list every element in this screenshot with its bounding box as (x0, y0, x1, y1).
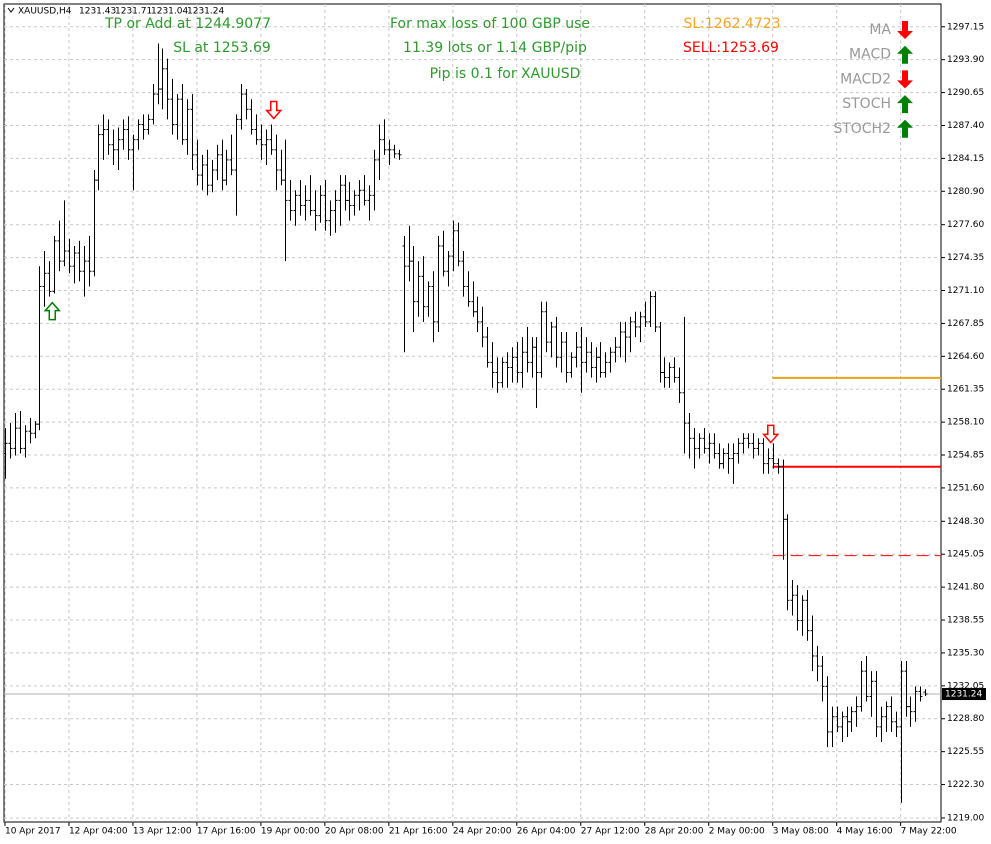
annotation: SL at 1253.69 (173, 40, 271, 56)
y-tick-label: 1235.30 (947, 648, 984, 658)
y-tick-label: 1277.60 (947, 220, 984, 230)
header-price: 1231.04 (151, 7, 188, 17)
x-tick-label: 19 Apr 00:00 (261, 827, 320, 837)
annotation: SELL:1253.69 (683, 40, 779, 56)
signal-label: MA (869, 22, 891, 38)
y-tick-label: 1261.35 (947, 385, 984, 395)
y-tick-label: 1225.55 (947, 747, 984, 757)
symbol: XAUUSD,H4 (18, 7, 72, 17)
up-arrow (43, 301, 61, 321)
annotation: TP or Add at 1244.9077 (104, 16, 271, 32)
y-tick-label: 1287.40 (947, 121, 984, 131)
x-tick-label: 27 Apr 12:00 (581, 827, 640, 837)
x-tick-label: 3 May 08:00 (773, 827, 829, 837)
annotation: 11.39 lots or 1.14 GBP/pip (403, 40, 587, 56)
x-tick-label: 12 Apr 04:00 (69, 827, 128, 837)
x-tick-label: 24 Apr 20:00 (453, 827, 512, 837)
header-icon (7, 7, 15, 13)
x-tick-label: 2 May 00:00 (709, 827, 765, 837)
y-tick-label: 1232.05 (947, 681, 984, 691)
y-tick-label: 1274.35 (947, 253, 984, 263)
annotation: SL:1262.4723 (683, 16, 780, 32)
x-tick-label: 21 Apr 16:00 (389, 827, 448, 837)
y-tick-label: 1267.85 (947, 319, 984, 329)
x-tick-label: 17 Apr 16:00 (197, 827, 256, 837)
y-tick-label: 1264.60 (947, 352, 984, 362)
x-tick-label: 13 Apr 12:00 (133, 827, 192, 837)
down-arrow (265, 100, 283, 120)
down-arrow (762, 424, 780, 444)
y-tick-label: 1293.90 (947, 55, 984, 65)
y-tick-label: 1222.30 (947, 780, 984, 790)
signal-arrow (897, 70, 913, 89)
price-tag-label: 1231.24 (945, 690, 982, 700)
x-tick-label: 26 Apr 04:00 (517, 827, 576, 837)
y-tick-label: 1254.85 (947, 451, 984, 461)
y-tick-label: 1228.80 (947, 714, 984, 724)
signal-label: MACD2 (840, 71, 891, 87)
signal-label: STOCH2 (833, 121, 891, 137)
price-tag (942, 688, 986, 701)
signal-label: MACD (849, 47, 891, 63)
signal-arrow (897, 21, 913, 39)
x-tick-label: 7 May 22:00 (901, 827, 957, 837)
signal-arrow (897, 95, 913, 114)
y-tick-label: 1297.15 (947, 22, 984, 32)
y-tick-label: 1238.55 (947, 616, 984, 626)
plot-frame (3, 3, 942, 823)
signal-arrow (897, 119, 913, 138)
x-tick-label: 10 Apr 2017 (5, 827, 61, 837)
y-tick-label: 1290.65 (947, 88, 984, 98)
header-price: 1231.24 (187, 7, 224, 17)
signal-arrow (897, 45, 913, 64)
y-tick-label: 1248.30 (947, 517, 984, 527)
y-tick-label: 1271.10 (947, 286, 984, 296)
y-tick-label: 1219.00 (947, 813, 984, 823)
header-price: 1231.71 (115, 7, 152, 17)
y-tick-label: 1284.15 (947, 154, 984, 164)
y-tick-label: 1258.10 (947, 418, 984, 428)
x-tick-label: 28 Apr 20:00 (645, 827, 704, 837)
signal-label: STOCH (842, 96, 891, 112)
annotation: For max loss of 100 GBP use (390, 16, 590, 32)
y-tick-label: 1241.80 (947, 583, 984, 593)
header-price: 1231.43 (79, 7, 116, 17)
x-tick-label: 20 Apr 08:00 (325, 827, 384, 837)
annotation: Pip is 0.1 for XAUUSD (430, 66, 581, 82)
y-tick-label: 1245.05 (947, 550, 984, 560)
x-tick-label: 4 May 16:00 (837, 827, 893, 837)
y-tick-label: 1280.90 (947, 187, 984, 197)
y-tick-label: 1251.60 (947, 483, 984, 493)
